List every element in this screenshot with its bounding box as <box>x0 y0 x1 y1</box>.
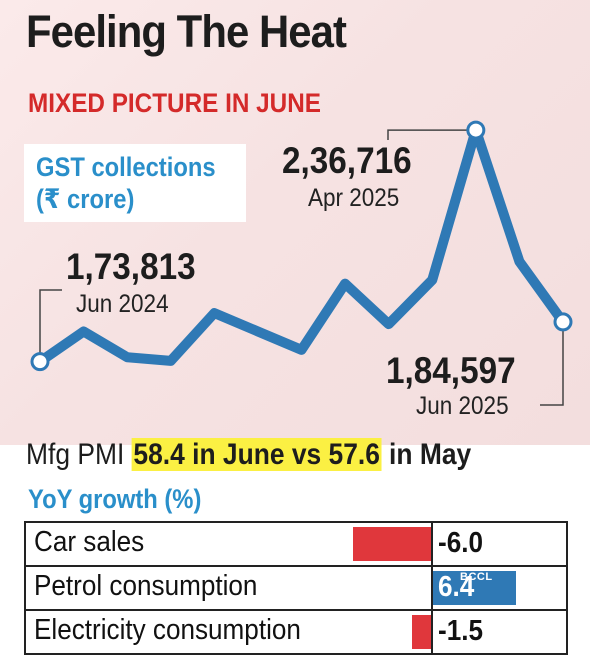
table-row: Car sales -6.0 <box>26 523 566 567</box>
legend-line-1: GST collections <box>36 152 216 182</box>
start-value-label: 1,73,813 <box>66 246 196 287</box>
leader-line <box>387 129 476 140</box>
table-row: Electricity consumption -1.5 <box>26 611 566 653</box>
yoy-table: Car sales -6.0 Petrol consumption 6.4 El… <box>24 521 568 655</box>
pmi-highlight: 58.4 in June vs 57.6 <box>131 438 382 471</box>
series-legend: GST collections (₹ crore) <box>24 144 246 222</box>
row-value: -1.5 <box>438 615 483 647</box>
growth-bar <box>433 571 517 605</box>
table-row: Petrol consumption 6.4 <box>26 567 566 611</box>
zero-axis <box>431 523 433 565</box>
zero-axis <box>431 567 433 609</box>
row-category: Electricity consumption <box>34 614 301 646</box>
peak-date-label: Apr 2025 <box>308 184 400 212</box>
point-marker <box>30 352 50 372</box>
pmi-line: Mfg PMI 58.4 in June vs 57.6 in May <box>26 438 471 472</box>
legend-line-2: (₹ crore) <box>36 184 135 214</box>
growth-bar <box>353 527 431 561</box>
zero-axis <box>431 611 433 653</box>
row-value: 6.4 <box>438 571 475 603</box>
line-markers <box>30 120 573 372</box>
leader-line <box>540 321 564 406</box>
start-date-label: Jun 2024 <box>76 290 169 318</box>
chart-background <box>0 0 590 445</box>
end-date-label: Jun 2025 <box>416 392 509 420</box>
gst-line-chart <box>30 120 573 406</box>
page-title: Feeling The Heat <box>26 6 347 57</box>
point-marker <box>553 312 573 332</box>
pmi-tail: in May <box>389 438 472 471</box>
row-category: Car sales <box>34 526 145 558</box>
page-subtitle: MIXED PICTURE IN JUNE <box>28 88 321 118</box>
row-category: Petrol consumption <box>34 570 258 602</box>
point-marker <box>466 120 486 140</box>
end-value-label: 1,84,597 <box>386 350 516 391</box>
growth-bar <box>411 615 431 649</box>
leader-line <box>39 289 62 362</box>
pmi-label: Mfg PMI <box>26 438 125 471</box>
peak-value-label: 2,36,716 <box>282 140 412 181</box>
yoy-heading: YoY growth (%) <box>28 484 202 514</box>
credit-watermark: BCCL <box>460 571 493 583</box>
annotation-leaders <box>39 129 564 406</box>
row-value: -6.0 <box>438 527 483 559</box>
